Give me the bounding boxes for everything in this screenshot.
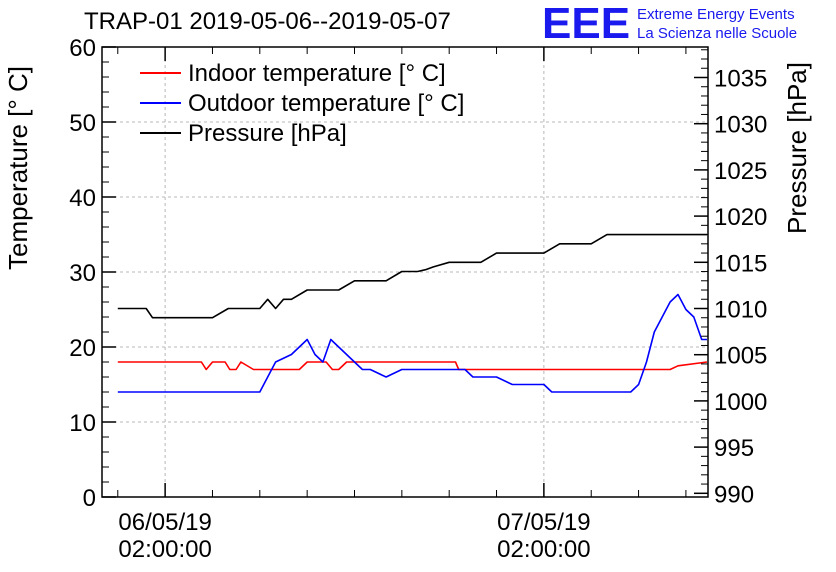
series-line-pressure-hpa <box>117 233 707 319</box>
y-tick-label: 50 <box>69 110 96 137</box>
y2-tick-label: 1020 <box>714 204 767 231</box>
y-tick-label: 20 <box>69 335 96 362</box>
y-axis-right: 990 995 1000 1005 1010 1015 1020 1025 1030 1035 <box>694 49 767 508</box>
logo-line1: Extreme Energy Events <box>637 6 795 23</box>
y-tick-label: 10 <box>69 410 96 437</box>
y2-tick-label: 1000 <box>714 389 767 416</box>
series-lines <box>117 233 708 393</box>
legend: Indoor temperature [° C] Outdoor temperat… <box>140 60 464 147</box>
x-tick-label-time: 02:00:00 <box>497 536 590 563</box>
y2-tick-label: 990 <box>714 481 754 508</box>
y2-tick-label: 1035 <box>714 65 767 92</box>
y2-tick-label: 1005 <box>714 343 767 370</box>
y2-tick-label: 1030 <box>714 112 767 139</box>
logo-line2: La Scienza nelle Scuole <box>637 25 797 42</box>
y-tick-label: 30 <box>69 260 96 287</box>
grid-lines <box>102 47 708 497</box>
legend-label-outdoor-temperature-c: Outdoor temperature [° C] <box>188 90 464 117</box>
y2-tick-label: 1015 <box>714 250 767 277</box>
series-line-outdoor-temperature-c <box>117 293 707 393</box>
legend-label-pressure-hpa: Pressure [hPa] <box>188 120 347 147</box>
y-axis-left: 0 10 20 30 40 50 60 <box>69 35 116 512</box>
x-tick-label-date: 06/05/19 <box>118 509 211 536</box>
y-axis-label: Temperature [° C] <box>3 66 33 270</box>
eee-logo: EEE Extreme Energy Events La Scienza nel… <box>542 0 797 48</box>
legend-label-indoor-temperature-c: Indoor temperature [° C] <box>188 60 446 87</box>
chart-title: TRAP-01 2019-05-06--2019-05-07 <box>84 8 451 35</box>
y2-tick-label: 1025 <box>714 158 767 185</box>
y-tick-label: 0 <box>83 485 96 512</box>
series-line-indoor-temperature-c <box>117 361 708 371</box>
x-tick-label-time: 02:00:00 <box>118 536 211 563</box>
y2-axis-label: Pressure [hPa] <box>782 62 812 234</box>
y-tick-label: 40 <box>69 185 96 212</box>
x-tick-label-date: 07/05/19 <box>497 509 590 536</box>
logo-mark: EEE <box>542 0 630 48</box>
y-tick-label: 60 <box>69 35 96 62</box>
y2-tick-label: 1010 <box>714 296 767 323</box>
y2-tick-label: 995 <box>714 435 754 462</box>
